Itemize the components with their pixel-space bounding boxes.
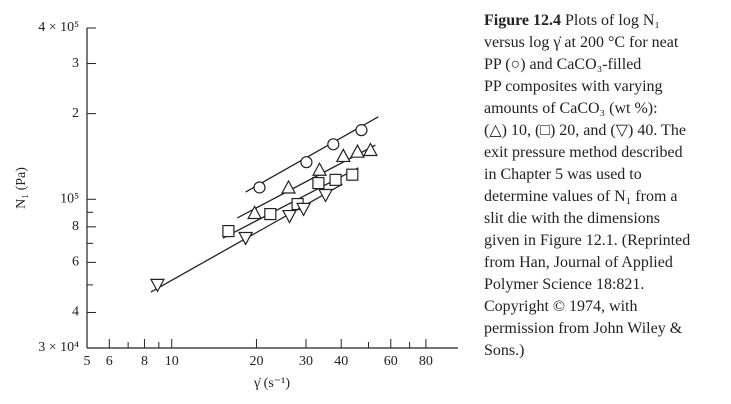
marker <box>346 168 359 181</box>
caption-line: from Han, Journal of Applied <box>484 254 673 271</box>
caption-line: permission from John Wiley & <box>484 320 683 337</box>
x-tick-label: 60 <box>384 354 398 369</box>
caption-line: Sons.) <box>484 342 525 359</box>
caption-line: slit die with the dimensions <box>484 210 660 227</box>
caption-line: given in Figure 12.1. (Reprinted <box>484 232 691 249</box>
marker <box>335 148 351 163</box>
y-tick-label: 4 <box>72 305 79 320</box>
caption-line: versus log γ̇ at 200 °C for neat <box>484 34 679 51</box>
x-tick-label: 5 <box>84 354 91 369</box>
caption-line: determine values of N₁ from a <box>484 188 678 205</box>
caption-text: Plots of log N₁ <box>561 12 660 29</box>
y-axis-label: N₁ (Pa) <box>14 167 29 209</box>
marker <box>355 124 368 137</box>
marker <box>222 224 235 238</box>
marker <box>264 207 277 221</box>
marker <box>238 231 254 246</box>
y-tick-label: 3 <box>72 56 79 71</box>
y-tick-label: 10⁵ <box>60 191 79 206</box>
marker <box>149 278 165 293</box>
caption-line: PP (○) and CaCO₃-filled <box>484 56 642 73</box>
y-tick-label: 2 <box>72 106 79 121</box>
caption-line: (△) 10, (□) 20, and (▽) 40. The <box>484 122 686 139</box>
x-tick-label: 8 <box>141 354 148 369</box>
marker <box>296 202 312 217</box>
marker <box>312 161 328 176</box>
caption-line: Copyright © 1974, with <box>484 298 638 315</box>
caption-line: PP composites with varying <box>484 78 663 95</box>
x-tick-label: 6 <box>106 354 113 369</box>
caption-line: Figure 12.4 Plots of log N₁ <box>484 10 729 32</box>
y-tick-label: 6 <box>72 255 79 270</box>
x-tick-label: 30 <box>299 354 313 369</box>
caption-line: exit pressure method described <box>484 144 683 161</box>
caption-label: Figure 12.4 <box>484 12 562 29</box>
marker <box>362 142 378 157</box>
y-tick-label: 4 × 10⁵ <box>38 20 79 35</box>
y-tick-label: 3 × 10⁴ <box>38 340 79 355</box>
marker <box>318 188 334 203</box>
y-tick-label: 8 <box>72 219 79 234</box>
x-tick-label: 40 <box>334 354 348 369</box>
marker <box>329 173 342 186</box>
marker <box>300 156 313 169</box>
marker <box>281 179 297 194</box>
marker <box>349 143 365 158</box>
chart: N₁ (Pa) γ̇ (s⁻¹) 3 × 10⁴ 4 6 8 10⁵ 2 3 4 × 10⁵ 5… <box>14 20 458 391</box>
caption: Figure 12.4 Plots of log N₁ versus log γ̇… <box>484 10 729 362</box>
x-tick-label: 10 <box>165 354 179 369</box>
marker <box>253 181 266 194</box>
caption-line: Polymer Science 18:821. <box>484 276 645 293</box>
x-axis-label: γ̇ (s⁻¹) <box>253 376 290 391</box>
caption-line: in Chapter 5 was used to <box>484 166 642 183</box>
x-tick-label: 80 <box>419 354 433 369</box>
marker <box>247 205 263 220</box>
x-tick-label: 20 <box>249 354 263 369</box>
marker <box>281 209 297 224</box>
marker <box>327 138 340 151</box>
marker <box>312 176 325 190</box>
caption-line: amounts of CaCO₃ (wt %): <box>484 100 658 117</box>
